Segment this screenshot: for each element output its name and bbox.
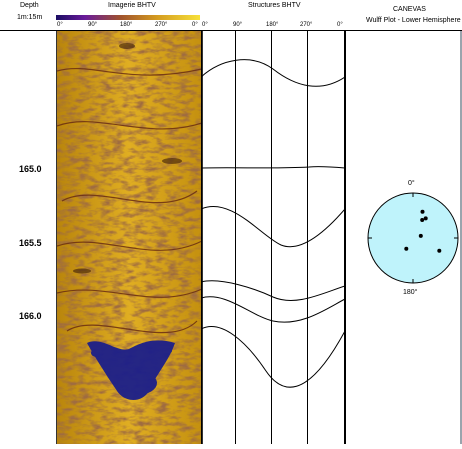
image-tick-270: 270° [155, 22, 168, 28]
stereonet-circle [367, 192, 459, 284]
depth-label-166-0: 166.0 [19, 311, 42, 321]
vertical-scrollbar[interactable] [460, 31, 462, 444]
borehole-image [57, 31, 202, 444]
stereonet-pole-1 [420, 218, 425, 222]
stereonet-south-label: 180° [403, 289, 418, 296]
stereonet-pole-5 [404, 246, 409, 251]
wulff-stereonet[interactable] [366, 189, 462, 287]
depth-column-title: Depth [20, 2, 39, 9]
struct-track-title: Structures BHTV [248, 2, 301, 9]
struct-tick-90: 90° [233, 22, 243, 28]
canevas-title: CANEVAS [393, 6, 426, 13]
canevas-panel: 0° 180° [345, 31, 462, 444]
image-tick-90: 90° [88, 22, 98, 28]
depth-label-165-5: 165.5 [19, 238, 42, 248]
depth-label-165-0: 165.0 [19, 164, 42, 174]
canevas-subtitle: Wulff Plot - Lower Hemisphere [366, 17, 461, 24]
stereonet-pole-2 [423, 216, 428, 221]
stereonet-pole-0 [420, 209, 425, 214]
struct-tick-180: 180° [266, 22, 279, 28]
stereonet-north-label: 0° [408, 180, 415, 187]
image-tick-0: 0° [57, 22, 63, 28]
struct-tick-0: 0° [202, 22, 208, 28]
stereonet-pole-3 [418, 233, 423, 238]
image-tick-180: 180° [120, 22, 133, 28]
structures-track[interactable] [200, 31, 346, 444]
bhtv-image-track[interactable] [56, 31, 203, 444]
struct-tick-270: 270° [300, 22, 313, 28]
image-tick-360: 0° [192, 22, 198, 28]
header-separator [0, 30, 462, 31]
depth-scale: 1m:15m [17, 14, 43, 21]
struct-tick-360: 0° [337, 22, 343, 28]
stereonet-pole-4 [437, 248, 442, 253]
structures-sinusoids [200, 31, 346, 444]
log-header: Depth 1m:15m Imagerie BHTV 0° 90° 180° 2… [0, 0, 462, 31]
amplitude-colorbar [56, 15, 200, 20]
image-track-title: Imagerie BHTV [108, 2, 156, 9]
